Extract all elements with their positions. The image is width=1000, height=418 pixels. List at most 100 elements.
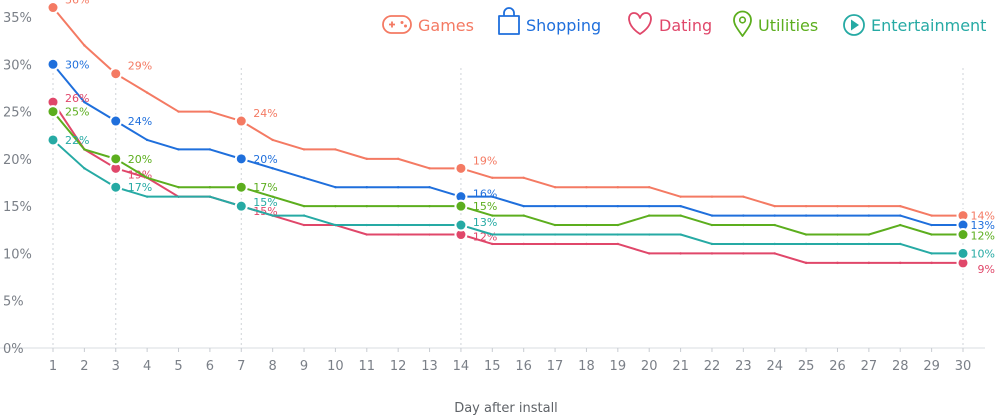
data-point [616,223,620,227]
play-circle-icon [843,14,865,36]
data-point [867,242,871,246]
x-tick-label: 30 [955,359,972,374]
legend-item-dating[interactable]: Dating [628,12,712,35]
data-point [648,233,651,236]
data-point [648,204,651,208]
data-label: 15% [253,196,277,209]
data-point [491,176,494,179]
data-marker[interactable] [456,230,466,240]
grid-layer [52,68,964,348]
data-point [585,223,588,227]
data-label: 22% [65,134,89,147]
data-marker[interactable] [456,163,466,173]
data-point [396,223,400,227]
x-tick-label: 12 [390,359,407,374]
legend-item-utilities[interactable]: Utilities [733,10,818,37]
data-marker[interactable] [236,201,246,211]
legend[interactable]: Games Shopping Dating Utilities Entertainmen… [382,7,986,37]
data-point [836,233,839,236]
legend-label: Utilities [758,16,818,35]
data-point [522,233,525,236]
data-point [867,204,871,208]
data-point [553,223,557,227]
data-point [836,261,839,265]
data-point [553,242,557,246]
x-tick-label: 11 [359,359,376,374]
x-tick-label: 2 [80,359,88,374]
x-tick-label: 6 [206,359,214,374]
data-point [491,195,494,198]
legend-item-shopping[interactable]: Shopping [498,7,601,35]
data-marker[interactable] [236,182,246,192]
data-label: 9% [978,263,995,276]
data-point [679,233,682,236]
data-label: 10% [971,247,995,260]
data-point [208,186,212,189]
x-tick-label: 21 [672,359,689,374]
data-point [836,214,839,217]
data-point [177,186,180,189]
data-marker[interactable] [456,201,466,211]
data-point [522,214,525,217]
data-marker[interactable] [111,163,121,173]
data-marker[interactable] [958,230,968,240]
data-point [83,100,86,104]
data-label: 12% [971,230,995,243]
data-marker[interactable] [958,258,968,268]
data-point [930,233,933,236]
data-label: 24% [128,115,152,128]
data-marker[interactable] [48,3,58,13]
data-marker[interactable] [48,59,58,69]
data-marker[interactable] [456,192,466,202]
data-point [836,242,839,246]
data-point [867,214,871,217]
legend-label: Games [418,16,474,35]
data-point [648,214,651,217]
y-tick-label: 10% [3,247,32,262]
data-marker[interactable] [48,107,58,117]
data-point [522,204,525,208]
y-tick-label: 0% [3,342,24,357]
data-point [208,195,212,198]
data-point [710,223,714,227]
x-tick-label: 27 [861,359,878,374]
data-marker[interactable] [111,182,121,192]
data-marker[interactable] [958,211,968,221]
x-tick-label: 13 [421,359,438,374]
x-tick-label: 10 [327,359,344,374]
data-point [616,204,620,208]
data-point [804,204,808,208]
data-marker[interactable] [958,220,968,230]
data-point [177,195,180,198]
data-point [365,186,368,189]
data-marker[interactable] [48,135,58,145]
legend-item-entertainment[interactable]: Entertainment [843,14,986,36]
data-marker[interactable] [111,116,121,126]
data-marker[interactable] [111,69,121,79]
data-point [177,148,180,151]
data-point [679,214,682,217]
data-marker[interactable] [111,154,121,164]
data-point [585,186,588,189]
legend-item-games[interactable]: Games [382,15,474,35]
x-tick-label: 23 [735,359,752,374]
data-point [271,195,274,198]
data-label: 17% [253,181,277,194]
data-point [710,214,714,217]
data-marker[interactable] [958,248,968,258]
data-marker[interactable] [236,154,246,164]
y-tick-label: 15% [3,200,32,215]
data-label: 29% [128,60,152,73]
data-label: 17% [128,181,152,194]
y-tick-label: 5% [3,295,24,310]
data-label: 20% [128,153,152,166]
data-point [83,148,86,151]
data-point [302,148,306,151]
data-marker[interactable] [48,97,58,107]
data-point [365,157,368,161]
data-point [334,186,337,189]
data-marker[interactable] [236,116,246,126]
data-marker[interactable] [456,220,466,230]
y-tick-label: 35% [3,11,32,26]
